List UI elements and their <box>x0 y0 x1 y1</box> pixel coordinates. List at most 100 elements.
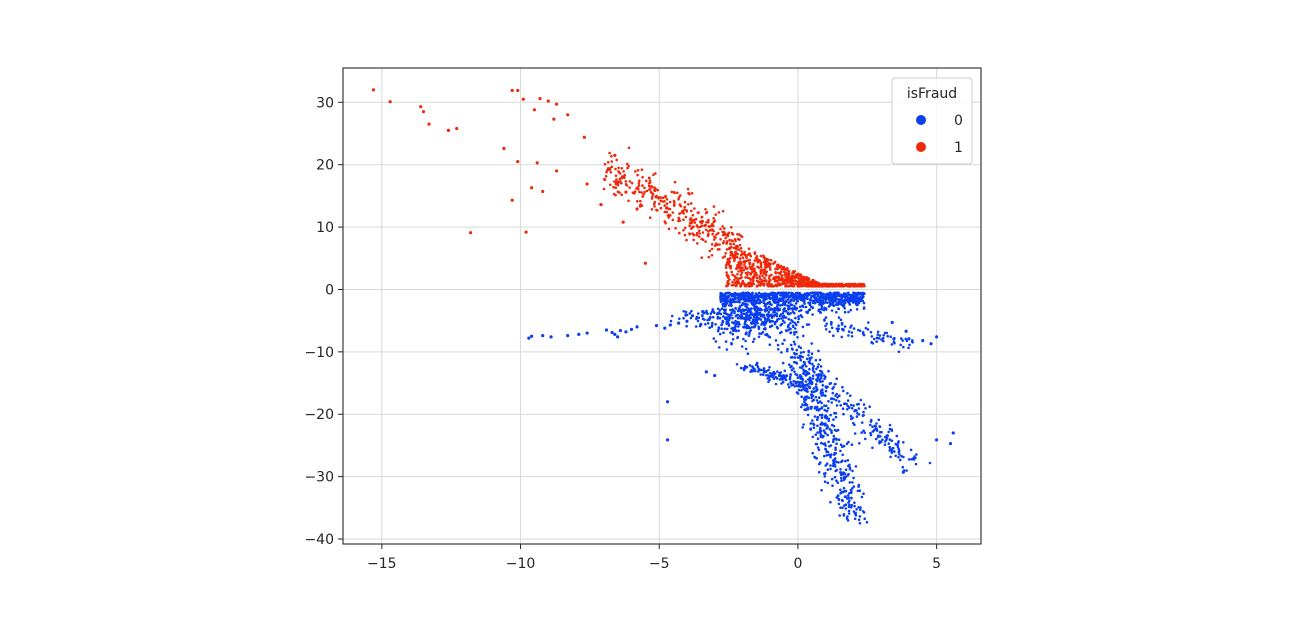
point <box>737 307 741 311</box>
point <box>636 169 640 172</box>
point <box>859 508 862 512</box>
point <box>850 496 853 500</box>
point <box>794 279 798 283</box>
point <box>804 305 808 309</box>
point <box>808 367 811 371</box>
y-tick-label: −40 <box>304 532 334 548</box>
point <box>855 298 859 302</box>
point <box>814 433 818 437</box>
point <box>657 197 660 200</box>
point <box>827 399 830 403</box>
point <box>815 386 818 389</box>
data-point-series-1 <box>516 88 520 93</box>
point <box>792 380 795 383</box>
point <box>722 227 726 230</box>
point <box>764 265 767 269</box>
point <box>871 446 874 450</box>
point <box>850 331 854 334</box>
point <box>781 342 784 346</box>
point <box>861 299 865 303</box>
point <box>712 217 715 220</box>
point <box>834 411 838 415</box>
point <box>809 298 812 301</box>
point <box>810 352 814 356</box>
point <box>781 266 785 270</box>
point <box>710 222 714 226</box>
data-point-series-0 <box>690 314 695 318</box>
point <box>737 325 740 328</box>
point <box>798 354 802 358</box>
point <box>734 325 737 328</box>
point <box>767 258 770 262</box>
point <box>753 272 756 276</box>
point <box>847 464 850 468</box>
point <box>808 361 812 365</box>
point <box>766 264 770 268</box>
point <box>827 407 830 410</box>
point <box>758 274 761 278</box>
point <box>864 407 867 410</box>
point <box>685 313 689 317</box>
point <box>776 348 780 351</box>
point <box>773 313 776 317</box>
point <box>606 161 610 164</box>
point <box>755 301 758 305</box>
point <box>835 310 838 314</box>
point <box>780 292 784 296</box>
point <box>768 343 772 347</box>
point <box>713 219 717 222</box>
x-tick-label: −5 <box>649 556 670 572</box>
point <box>748 265 752 269</box>
point <box>775 295 779 299</box>
data-point-series-1 <box>469 231 473 235</box>
data-point-series-1 <box>624 190 628 194</box>
point <box>834 452 838 455</box>
point <box>820 406 824 409</box>
data-point-series-0 <box>951 431 955 435</box>
y-tick-label: −10 <box>304 345 334 361</box>
point <box>737 329 740 333</box>
point <box>614 167 617 171</box>
point <box>752 275 756 279</box>
point <box>847 310 850 314</box>
point <box>668 207 672 211</box>
point <box>706 312 709 316</box>
point <box>791 277 794 280</box>
point <box>799 385 802 389</box>
point <box>747 247 751 250</box>
point <box>767 310 771 314</box>
point <box>811 390 814 394</box>
point <box>795 373 799 377</box>
point <box>823 319 826 322</box>
point <box>821 380 824 383</box>
point <box>825 282 828 286</box>
point <box>839 488 842 492</box>
point <box>768 378 771 382</box>
point <box>768 372 772 375</box>
point <box>907 458 911 461</box>
point <box>763 318 767 321</box>
data-point-series-0 <box>629 327 634 331</box>
point <box>627 199 630 203</box>
point <box>875 340 878 343</box>
point <box>718 346 721 349</box>
point <box>794 323 798 327</box>
point <box>677 198 680 201</box>
point <box>771 375 774 379</box>
x-tick-label: 0 <box>793 556 802 572</box>
point <box>787 325 790 329</box>
point <box>747 309 750 313</box>
point <box>656 188 659 192</box>
point <box>891 446 895 450</box>
point <box>819 376 823 380</box>
point <box>890 428 893 431</box>
point <box>879 440 883 444</box>
point <box>794 380 797 384</box>
point <box>784 303 787 307</box>
point <box>716 317 719 320</box>
point <box>740 315 744 319</box>
point <box>768 366 771 369</box>
point <box>846 295 849 299</box>
point <box>847 330 851 333</box>
point <box>775 377 779 380</box>
